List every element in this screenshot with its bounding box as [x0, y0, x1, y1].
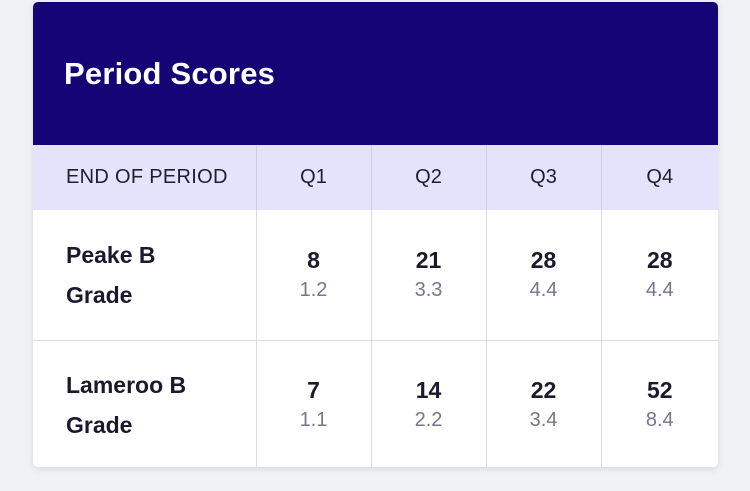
end-of-period-header: END OF PERIOD [66, 166, 228, 188]
score-cell: 21 3.3 [370, 210, 486, 340]
score-cell: 28 4.4 [600, 210, 718, 340]
team-cell: Lameroo B Grade [33, 339, 256, 467]
score-goals-behinds: 3.4 [529, 409, 558, 432]
team-cell: Peake B Grade [33, 210, 256, 340]
period-header-q1: Q1 [255, 145, 371, 210]
card-header: Period Scores [33, 2, 718, 145]
period-header-q2: Q2 [370, 145, 486, 210]
score-cell: 52 8.4 [600, 339, 718, 467]
score-goals-behinds: 1.1 [299, 409, 328, 432]
score-cell: 22 3.4 [485, 339, 601, 467]
score-goals-behinds: 1.2 [299, 278, 328, 301]
score-cell: 28 4.4 [485, 210, 601, 340]
table-row: Lameroo B Grade 7 1.1 14 2.2 22 3.4 52 8… [33, 339, 718, 467]
score-points: 21 [415, 246, 442, 273]
score-points: 28 [646, 246, 673, 273]
score-points: 22 [530, 377, 557, 404]
score-points: 7 [307, 377, 320, 404]
score-goals-behinds: 8.4 [645, 409, 674, 432]
score-points: 8 [307, 246, 320, 273]
score-cell: 8 1.2 [255, 210, 371, 340]
score-points: 14 [415, 377, 442, 404]
table-header-row: END OF PERIOD Q1 Q2 Q3 Q4 [33, 145, 718, 210]
score-points: 52 [646, 377, 673, 404]
score-goals-behinds: 3.3 [414, 278, 443, 301]
score-goals-behinds: 4.4 [645, 278, 674, 301]
team-name: Lameroo B Grade [66, 372, 187, 439]
score-points: 28 [530, 246, 557, 273]
period-header-q4: Q4 [600, 145, 718, 210]
score-goals-behinds: 2.2 [414, 409, 443, 432]
score-goals-behinds: 4.4 [529, 278, 558, 301]
score-cell: 7 1.1 [255, 339, 371, 467]
period-header-q3: Q3 [485, 145, 601, 210]
period-scores-table: END OF PERIOD Q1 Q2 Q3 Q4 Peake B Grade … [33, 145, 718, 467]
period-scores-card: Period Scores END OF PERIOD Q1 Q2 Q3 Q4 … [33, 2, 718, 467]
score-cell: 14 2.2 [370, 339, 486, 467]
card-title: Period Scores [64, 55, 276, 91]
team-name: Peake B Grade [66, 241, 156, 308]
table-row: Peake B Grade 8 1.2 21 3.3 28 4.4 28 4.4 [33, 210, 718, 340]
